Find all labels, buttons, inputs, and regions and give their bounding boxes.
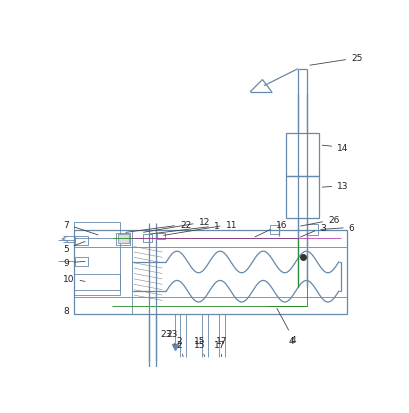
Text: 10: 10 [63, 274, 85, 283]
Text: 26: 26 [300, 216, 339, 226]
Text: 23: 23 [166, 329, 177, 345]
Text: 17: 17 [214, 340, 225, 357]
Text: 15: 15 [194, 336, 205, 345]
Text: 12: 12 [143, 218, 209, 233]
Text: 3: 3 [300, 223, 325, 237]
Bar [157, 233, 164, 239]
Text: 11: 11 [163, 220, 236, 236]
Text: 6: 6 [320, 223, 354, 232]
Text: 22: 22 [126, 220, 191, 233]
Text: 2: 2 [176, 336, 182, 345]
Text: 8: 8 [63, 306, 69, 315]
Bar [285, 134, 319, 176]
Text: 13: 13 [321, 182, 348, 191]
Text: 17: 17 [216, 336, 227, 345]
Text: 5: 5 [63, 242, 85, 254]
Bar [75, 257, 88, 266]
Text: 1: 1 [150, 222, 219, 234]
Text: 15: 15 [194, 340, 205, 357]
Bar [270, 225, 279, 235]
Bar [74, 222, 120, 295]
Bar [143, 235, 152, 242]
Bar [74, 275, 120, 290]
Text: 16: 16 [254, 220, 286, 237]
Bar [116, 233, 130, 245]
Text: 25: 25 [309, 54, 362, 66]
Bar [306, 225, 317, 235]
Text: 9: 9 [63, 259, 85, 268]
Bar [285, 176, 319, 218]
Text: 14: 14 [321, 143, 348, 152]
Text: 4: 4 [288, 336, 293, 345]
Text: 2: 2 [176, 340, 183, 357]
Text: 4: 4 [276, 309, 296, 344]
Bar [75, 236, 88, 245]
Text: 7: 7 [63, 220, 98, 235]
Bar [117, 235, 128, 244]
Bar [74, 230, 346, 315]
Text: 23: 23 [160, 329, 171, 338]
